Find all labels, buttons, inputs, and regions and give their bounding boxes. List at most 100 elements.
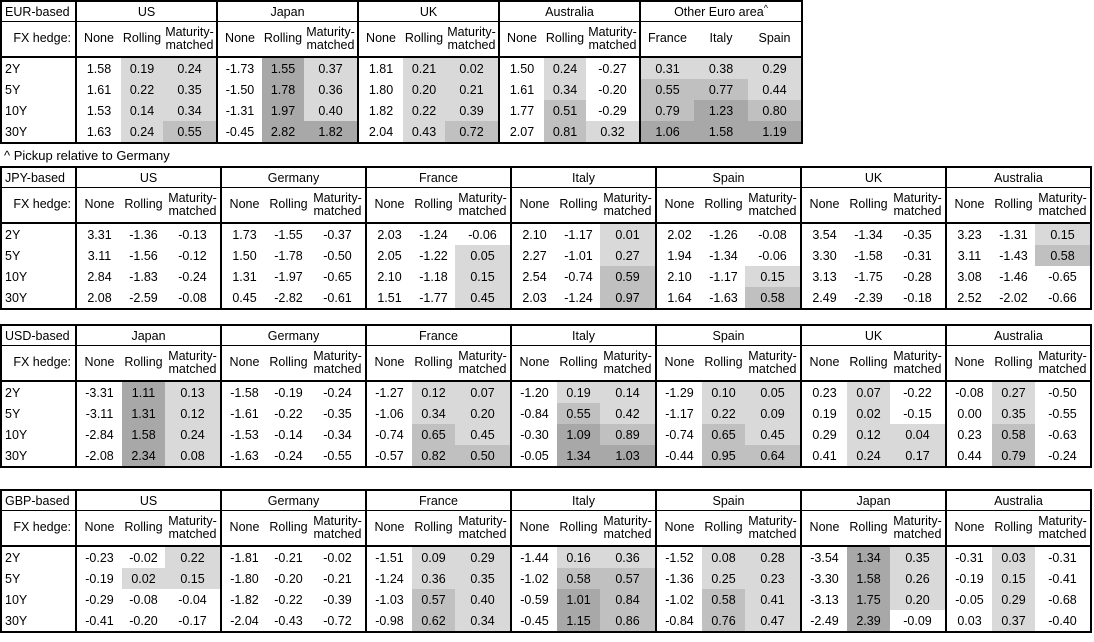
column-header: Maturity-matched — [310, 187, 366, 224]
value-cell: 0.95 — [702, 445, 745, 467]
value-cell: -1.20 — [510, 381, 557, 403]
country-name: Australia — [994, 328, 1043, 343]
column-header: Maturity-matched — [455, 510, 511, 547]
value-cell: 0.23 — [800, 381, 847, 403]
value-cell: 0.29 — [992, 589, 1035, 610]
country-group-header: Australia — [945, 325, 1091, 346]
value-cell: -0.65 — [1048, 269, 1077, 284]
value-cell: 0.07 — [847, 381, 890, 403]
value-cell: 3.11 — [945, 245, 992, 266]
value-cell: 3.11 — [75, 245, 122, 266]
country-name: Germany — [267, 328, 320, 343]
value-cell: 1.82 — [304, 121, 358, 143]
value-cell: -0.20 — [274, 571, 303, 586]
column-header: Maturity-matched — [455, 345, 511, 382]
column-header: Rolling — [992, 187, 1035, 224]
value-cell: -1.18 — [419, 269, 448, 284]
value-cell: 1.58 — [847, 568, 890, 589]
value-cell: 1.31 — [220, 266, 267, 287]
value-cell: -0.34 — [323, 427, 352, 442]
value-cell: 0.24 — [544, 57, 586, 79]
value-cell: -0.98 — [365, 610, 412, 632]
value-cell: -0.21 — [274, 550, 303, 565]
value-cell: 0.23 — [745, 568, 801, 589]
column-header: None — [220, 345, 267, 382]
value-cell: 0.36 — [600, 546, 656, 568]
value-cell: -0.02 — [129, 550, 158, 565]
column-header: Rolling — [702, 187, 745, 224]
value-cell: -0.22 — [903, 385, 932, 400]
value-cell: 0.47 — [745, 610, 801, 632]
country-name: Other Euro area — [674, 4, 764, 19]
value-cell: -0.29 — [598, 103, 627, 118]
value-cell: 0.45 — [455, 287, 511, 309]
column-header: Rolling — [122, 345, 165, 382]
value-cell: -0.05 — [510, 445, 557, 467]
tenor-label: 2Y — [5, 385, 21, 400]
value-cell: 0.79 — [992, 445, 1035, 467]
value-cell: 0.79 — [639, 100, 694, 121]
value-cell: 0.45 — [220, 287, 267, 309]
value-cell: 1.06 — [639, 121, 694, 143]
value-cell: 0.40 — [455, 589, 511, 610]
column-header: Maturity-matched — [445, 21, 499, 58]
country-group-header: Other Euro area^ — [639, 1, 802, 22]
value-cell: 0.41 — [745, 589, 801, 610]
country-name: Italy — [572, 328, 595, 343]
column-header: Maturity-matched — [1035, 510, 1091, 547]
value-cell: 0.64 — [745, 445, 801, 467]
value-cell: 0.12 — [847, 424, 890, 445]
value-cell: -0.05 — [945, 589, 992, 610]
value-cell: 0.65 — [412, 424, 455, 445]
value-cell: 0.50 — [455, 445, 511, 467]
value-cell: 2.04 — [357, 121, 403, 143]
value-cell: -0.24 — [274, 448, 303, 463]
value-cell: -0.18 — [903, 290, 932, 305]
footnote-marker: ^ — [763, 2, 768, 13]
value-cell: -0.66 — [1048, 290, 1077, 305]
column-header: None — [945, 345, 992, 382]
value-cell: 1.97 — [262, 100, 304, 121]
value-cell: -0.39 — [323, 592, 352, 607]
value-cell: -0.06 — [468, 227, 497, 242]
value-cell: 1.01 — [557, 589, 600, 610]
tenor-label: 5Y — [5, 82, 21, 97]
column-header: Maturity-matched — [310, 345, 366, 382]
column-header: Rolling — [267, 345, 310, 382]
column-header: Rolling — [267, 510, 310, 547]
column-header: Rolling — [557, 187, 600, 224]
value-cell: -1.75 — [854, 269, 883, 284]
fx-hedge-label: FX hedge: — [1, 187, 76, 224]
value-cell: -0.45 — [510, 610, 557, 632]
value-cell: 1.19 — [748, 121, 802, 143]
country-group-header: Italy — [510, 490, 656, 511]
value-cell: 1.58 — [694, 121, 748, 143]
column-header: Maturity-matched — [1035, 345, 1091, 382]
value-cell: 0.58 — [745, 287, 801, 309]
value-cell: 0.17 — [890, 445, 946, 467]
table-eur-based: EUR-based US Japan UK Australia Other Euro ar… — [0, 0, 803, 144]
column-header: Rolling — [702, 345, 745, 382]
country-name: Spain — [712, 170, 745, 185]
value-cell: 0.22 — [702, 403, 745, 424]
value-cell: 0.36 — [412, 568, 455, 589]
value-cell: -0.17 — [178, 613, 207, 628]
value-cell: -0.19 — [274, 385, 303, 400]
country-name: Australia — [545, 4, 594, 19]
value-cell: -0.20 — [598, 82, 627, 97]
country-group-header: Japan — [800, 490, 946, 511]
value-cell: -1.31 — [999, 227, 1028, 242]
tenor-label: 2Y — [5, 550, 21, 565]
value-cell: 0.29 — [455, 546, 511, 568]
value-cell: 1.09 — [557, 424, 600, 445]
value-cell: 1.77 — [498, 100, 544, 121]
table-row: 2Y -0.23 -0.02 0.22 -1.81 -0.21 -0.02 -1.51 0.09… — [1, 546, 1091, 568]
country-group-header: Australia — [498, 1, 640, 22]
column-header: None — [365, 187, 412, 224]
value-cell: 0.20 — [890, 589, 946, 610]
base-label: JPY-based — [1, 167, 76, 188]
value-cell: 0.12 — [412, 381, 455, 403]
column-header: Rolling — [262, 21, 304, 58]
column-header: France — [639, 21, 694, 58]
column-header: Rolling — [267, 187, 310, 224]
